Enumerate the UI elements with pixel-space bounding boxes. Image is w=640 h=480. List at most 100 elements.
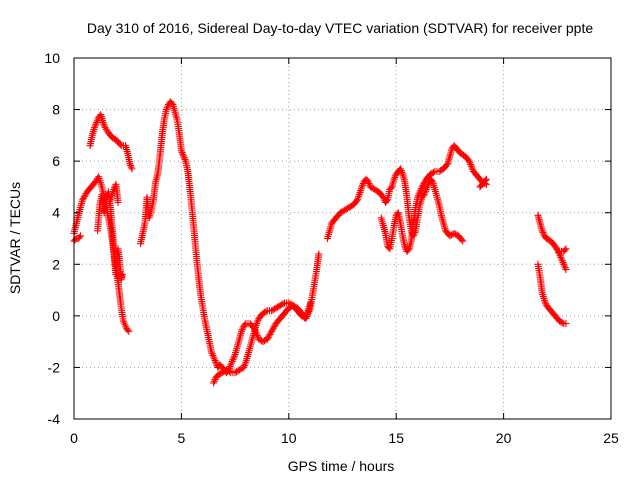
data-point: [127, 161, 135, 169]
data-point: [118, 271, 126, 279]
data-point: [458, 236, 466, 244]
data-point: [359, 181, 367, 189]
data-point: [560, 262, 568, 270]
data-point: [398, 168, 406, 176]
data-point: [416, 188, 424, 196]
y-tick-label: 2: [52, 256, 60, 272]
data-point: [240, 363, 248, 371]
data-point: [551, 242, 559, 250]
data-point: [419, 181, 427, 189]
data-point: [420, 180, 428, 188]
data-point: [559, 259, 567, 267]
data-point: [558, 255, 566, 263]
data-point: [466, 159, 474, 167]
data-point: [415, 190, 423, 198]
data-point: [468, 164, 476, 172]
data-point: [210, 355, 218, 363]
data-point: [125, 327, 133, 335]
data-point: [208, 350, 216, 358]
data-point: [558, 319, 566, 327]
data-point: [207, 348, 215, 356]
data-point: [127, 163, 135, 171]
data-point: [417, 186, 425, 194]
data-point: [99, 118, 107, 126]
data-point: [417, 185, 425, 193]
data-point: [404, 246, 412, 254]
data-point: [168, 99, 176, 107]
data-point: [227, 361, 235, 369]
data-point: [75, 233, 83, 241]
data-point: [541, 298, 549, 306]
data-point: [481, 176, 489, 184]
data-point: [428, 176, 436, 184]
data-point: [423, 184, 431, 192]
data-point: [387, 184, 395, 192]
data-point: [268, 326, 276, 334]
data-point: [177, 147, 185, 155]
x-axis-label: GPS time / hours: [288, 458, 395, 474]
y-tick-label: 8: [52, 102, 60, 118]
data-point: [538, 227, 546, 235]
data-point: [279, 300, 287, 308]
data-point: [162, 106, 170, 114]
data-point: [238, 327, 246, 335]
data-point: [561, 246, 569, 254]
data-point: [210, 379, 218, 387]
data-point: [229, 356, 237, 364]
data-point: [420, 191, 428, 199]
data-point: [163, 104, 171, 112]
data-point: [560, 260, 568, 268]
data-point: [93, 118, 101, 126]
data-point: [364, 178, 372, 186]
data-point: [539, 228, 547, 236]
data-point: [443, 161, 451, 169]
data-point: [390, 175, 398, 183]
data-point: [429, 168, 437, 176]
x-tick-label: 25: [603, 430, 619, 446]
data-point: [414, 193, 422, 201]
data-point: [253, 318, 261, 326]
data-point: [126, 160, 134, 168]
y-tick-label: 6: [52, 153, 60, 169]
data-point: [265, 332, 273, 340]
y-axis-label: SDTVAR / TECUs: [7, 182, 23, 294]
data-point: [397, 167, 405, 175]
data-point: [459, 237, 467, 245]
data-point: [253, 320, 261, 328]
data-point: [79, 196, 87, 204]
data-point: [358, 183, 366, 191]
data-point: [266, 330, 274, 338]
data-point: [557, 253, 565, 261]
data-point: [422, 187, 430, 195]
data-point: [396, 165, 404, 173]
y-tick-label: 4: [52, 205, 60, 221]
data-point: [81, 191, 89, 199]
data-point: [562, 245, 570, 253]
data-point: [225, 368, 233, 376]
y-tick-label: 0: [52, 308, 60, 324]
data-point: [228, 359, 236, 367]
data-point: [352, 197, 360, 205]
data-point: [79, 194, 87, 202]
data-point: [383, 197, 391, 205]
data-point: [264, 334, 272, 342]
data-point: [211, 357, 219, 365]
data-point: [76, 232, 84, 240]
data-point: [92, 120, 100, 128]
data-point: [562, 265, 570, 273]
data-point: [418, 183, 426, 191]
grid: [74, 58, 611, 419]
data-point: [467, 161, 475, 169]
axis-ticks: 0 5 10 15 20 25 -4 -2 0 2 4 6 8 10: [44, 50, 619, 446]
data-point: [556, 252, 564, 260]
data-point: [241, 321, 249, 329]
data-point: [210, 377, 218, 385]
data-point: [80, 193, 88, 201]
data-point: [241, 360, 249, 368]
data-point: [180, 154, 188, 162]
data-point: [414, 192, 422, 200]
data-point: [179, 150, 187, 158]
data-point: [421, 178, 429, 186]
data-point: [210, 353, 218, 361]
